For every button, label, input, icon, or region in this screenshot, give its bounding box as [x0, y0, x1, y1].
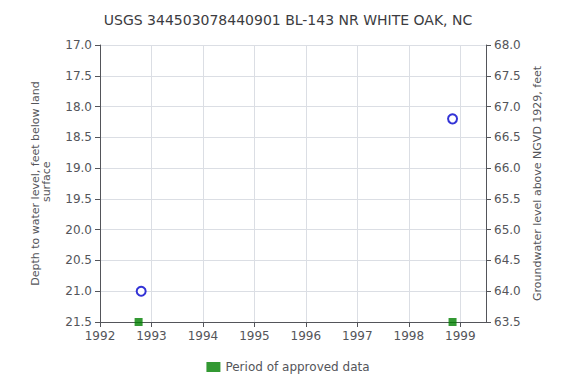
svg-text:1993: 1993: [136, 329, 167, 343]
svg-text:17.5: 17.5: [65, 69, 92, 83]
svg-text:21.5: 21.5: [65, 315, 92, 329]
svg-text:66.0: 66.0: [494, 161, 521, 175]
svg-text:19.5: 19.5: [65, 192, 92, 206]
svg-text:66.5: 66.5: [494, 130, 521, 144]
svg-text:21.0: 21.0: [65, 284, 92, 298]
svg-text:1996: 1996: [291, 329, 322, 343]
svg-text:65.5: 65.5: [494, 192, 521, 206]
svg-text:Period of approved data: Period of approved data: [225, 360, 369, 374]
svg-text:67.0: 67.0: [494, 100, 521, 114]
svg-text:20.5: 20.5: [65, 253, 92, 267]
svg-text:68.0: 68.0: [494, 38, 521, 52]
svg-text:USGS 344503078440901 BL-143 NR: USGS 344503078440901 BL-143 NR WHITE OAK…: [104, 12, 473, 28]
svg-text:18.0: 18.0: [65, 100, 92, 114]
svg-text:64.0: 64.0: [494, 284, 521, 298]
svg-text:20.0: 20.0: [65, 223, 92, 237]
svg-text:1995: 1995: [239, 329, 270, 343]
svg-text:surface: surface: [40, 161, 53, 205]
svg-text:Groundwater level above NGVD 1: Groundwater level above NGVD 1929, feet: [531, 65, 544, 301]
svg-text:18.5: 18.5: [65, 130, 92, 144]
svg-text:1998: 1998: [394, 329, 425, 343]
svg-text:1999: 1999: [445, 329, 476, 343]
svg-text:63.5: 63.5: [494, 315, 521, 329]
svg-text:Depth to water level, feet bel: Depth to water level, feet below land: [29, 81, 42, 286]
svg-text:65.0: 65.0: [494, 223, 521, 237]
svg-text:1994: 1994: [188, 329, 219, 343]
svg-text:64.5: 64.5: [494, 253, 521, 267]
svg-text:1992: 1992: [85, 329, 116, 343]
svg-text:17.0: 17.0: [65, 38, 92, 52]
svg-text:67.5: 67.5: [494, 69, 521, 83]
svg-text:1997: 1997: [342, 329, 373, 343]
svg-text:19.0: 19.0: [65, 161, 92, 175]
